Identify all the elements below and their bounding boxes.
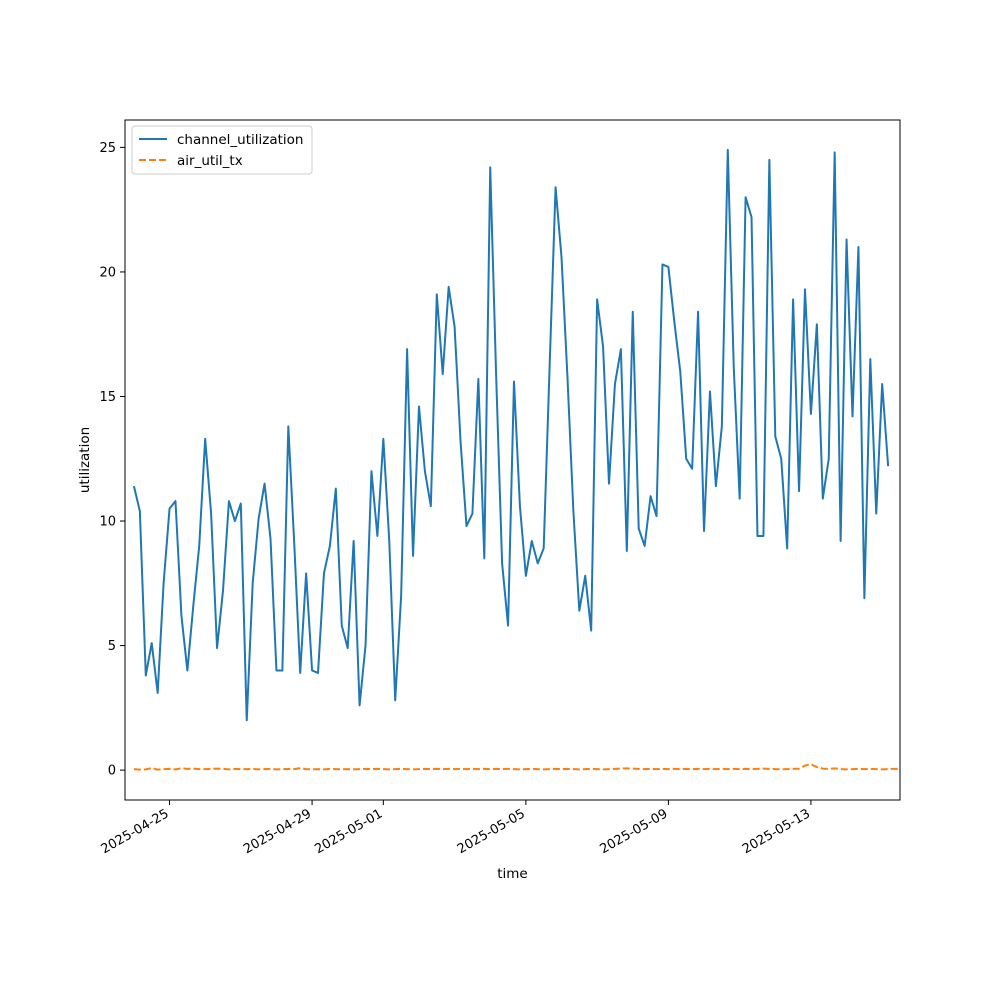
y-tick-label: 10 xyxy=(99,515,116,530)
series-layer xyxy=(132,148,900,771)
plot-frame xyxy=(124,119,901,801)
y-tick-label: 15 xyxy=(99,390,116,405)
y-tick-label: 0 xyxy=(108,764,116,779)
series-line-air-util-tx xyxy=(133,763,900,771)
legend-label-air-util-tx: air_util_tx xyxy=(177,153,243,169)
legend-frame xyxy=(131,125,313,175)
x-axis-label: time xyxy=(497,866,528,882)
y-axis-label: utilization xyxy=(77,427,93,493)
series-line-channel-utilization xyxy=(132,148,890,722)
y-tick-label: 20 xyxy=(99,265,116,280)
y-axis-ticks: 0 5 10 15 20 25 xyxy=(99,141,125,779)
legend-label-channel-utilization: channel_utilization xyxy=(177,132,304,148)
y-tick-label: 25 xyxy=(99,141,116,156)
legend: channel_utilization air_util_tx xyxy=(131,125,313,175)
y-tick-label: 5 xyxy=(108,639,116,654)
